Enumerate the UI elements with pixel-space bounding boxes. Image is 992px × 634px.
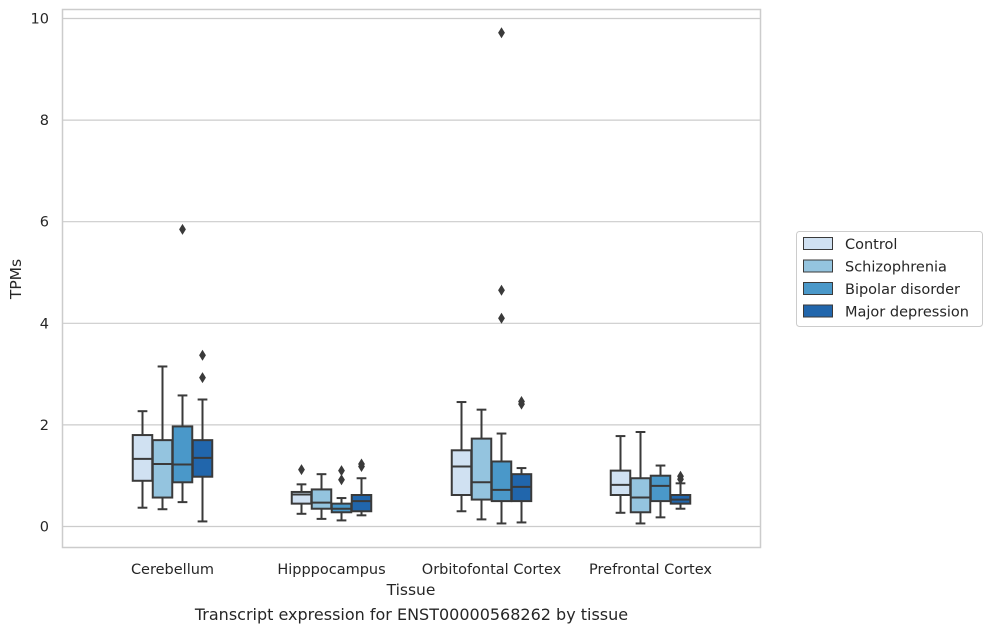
x-tick-label: Hipppocampus (277, 562, 385, 578)
outlier-point (498, 284, 505, 296)
legend-swatch (803, 282, 833, 295)
box-0-3 (191, 349, 214, 523)
box-body (629, 477, 652, 514)
x-tick-label: Cerebellum (131, 562, 214, 578)
box-body (171, 425, 194, 484)
box-1-1 (310, 473, 333, 520)
legend-frame (796, 231, 983, 327)
y-tick-label: 10 (31, 12, 49, 28)
box-body (490, 460, 513, 503)
y-tick-label: 8 (40, 113, 49, 129)
y-gridlines (62, 17, 761, 528)
y-tick-label: 6 (40, 215, 49, 231)
legend-label: Control (845, 237, 897, 253)
chart-caption: Transcript expression for ENST0000056826… (194, 605, 629, 624)
box-3-0 (609, 435, 632, 514)
box-series (131, 27, 692, 525)
x-axis-label: Tissue (386, 581, 436, 599)
y-tick-label: 4 (40, 316, 49, 332)
box-3-2 (649, 464, 672, 519)
box-3-3 (669, 470, 692, 510)
plot-frame (61, 8, 762, 549)
box-3-1 (629, 431, 652, 525)
outlier-point (298, 464, 305, 476)
legend-swatch (803, 304, 833, 318)
y-tick-label: 0 (40, 520, 49, 536)
box-0-0 (131, 410, 154, 509)
outlier-point (199, 349, 206, 361)
outlier-point (179, 223, 186, 235)
outlier-point (498, 27, 505, 39)
outlier-point (338, 474, 345, 486)
box-1-3 (350, 458, 373, 517)
box-2-3 (510, 396, 533, 524)
box-body (609, 469, 632, 497)
x-tick-label: Orbitofontal Cortex (422, 562, 562, 578)
box-body (470, 437, 493, 501)
outlier-point (338, 465, 345, 477)
outlier-point (498, 312, 505, 324)
outlier-point (358, 458, 365, 470)
box-body (450, 449, 473, 497)
x-tick-label: Prefrontal Cortex (589, 562, 712, 578)
box-1-0 (290, 464, 313, 515)
legend-label: Schizophrenia (845, 260, 947, 276)
box-2-0 (450, 401, 473, 513)
y-tick-label: 2 (40, 418, 49, 434)
y-tick-labels: 0 2 4 6 8 10 (31, 12, 49, 536)
outlier-point (199, 372, 206, 384)
box-body (649, 474, 672, 503)
box-0-1 (151, 365, 174, 511)
box-body (131, 434, 154, 482)
legend-label: Bipolar disorder (845, 282, 960, 298)
y-axis-label: TPMs (7, 259, 25, 300)
box-body (310, 488, 333, 510)
legend: Control Schizophrenia Bipolar disorder Majo… (796, 231, 983, 327)
box-body (151, 439, 174, 499)
legend-label: Major depression (845, 305, 969, 321)
outlier-point (677, 470, 684, 482)
box-2-1 (470, 408, 493, 521)
outlier-point (518, 396, 525, 408)
box-body (350, 494, 373, 513)
box-1-2 (330, 465, 353, 522)
x-tick-labels: Cerebellum Hipppocampus Orbitofontal Corte… (131, 562, 712, 578)
box-0-2 (171, 223, 194, 504)
legend-swatch (803, 259, 833, 273)
box-2-2 (490, 27, 513, 525)
legend-swatch (803, 237, 833, 250)
